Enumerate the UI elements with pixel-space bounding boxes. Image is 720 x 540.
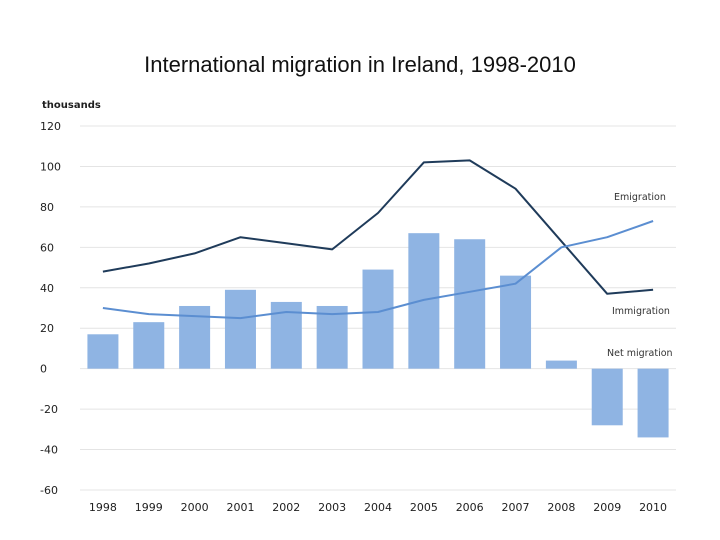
y-tick-label: 0 [40,363,47,376]
y-axis-label: thousands [42,100,101,111]
y-tick-label: -60 [40,484,58,497]
y-tick-label: -40 [40,444,58,457]
y-tick-label: 80 [40,201,54,214]
x-tick-label: 2008 [547,501,575,514]
net-migration-bar [454,239,486,369]
x-tick-label: 2005 [410,501,438,514]
net-migration-bar [545,360,577,369]
y-tick-label: 40 [40,282,54,295]
y-tick-label: 100 [40,160,61,173]
x-tick-label: 2010 [639,501,667,514]
chart-title: International migration in Ireland, 1998… [144,52,576,77]
x-tick-label: 2001 [226,501,254,514]
x-tick-label: 1998 [89,501,117,514]
x-tick-label: 2000 [181,501,209,514]
x-axis-ticks: 1998 1999 2000 2001 2002 2003 2004 2005 2006 2007… [89,501,667,514]
x-tick-label: 2007 [502,501,530,514]
series-labels: Net migration Emigration Immigration [607,192,673,359]
immigration-line [102,220,654,320]
net-migration-bar [362,269,394,369]
y-tick-label: -20 [40,403,58,416]
y-tick-label: 20 [40,322,54,335]
x-tick-label: 2004 [364,501,392,514]
y-tick-label: 60 [40,241,54,254]
net-migration-label: Net migration [607,348,673,359]
y-axis-ticks: 120 100 80 60 40 20 0 -20 -40 -60 [40,120,61,497]
net-migration-bar [224,289,256,369]
x-tick-label: 2006 [456,501,484,514]
net-migration-bar [500,275,532,369]
series-lines [102,159,654,320]
x-tick-label: 2003 [318,501,346,514]
net-migration-bar [133,322,165,369]
x-tick-label: 2009 [593,501,621,514]
net-migration-bar [637,368,669,438]
emigration-line [102,159,654,295]
net-migration-bar [591,368,623,426]
emigration-label: Emigration [614,192,666,203]
net-migration-bars [87,233,669,438]
immigration-label: Immigration [612,306,670,317]
net-migration-bar [87,334,119,369]
x-tick-label: 1999 [135,501,163,514]
x-tick-label: 2002 [272,501,300,514]
y-tick-label: 120 [40,120,61,133]
net-migration-bar [408,233,440,369]
net-migration-bar [316,305,348,369]
